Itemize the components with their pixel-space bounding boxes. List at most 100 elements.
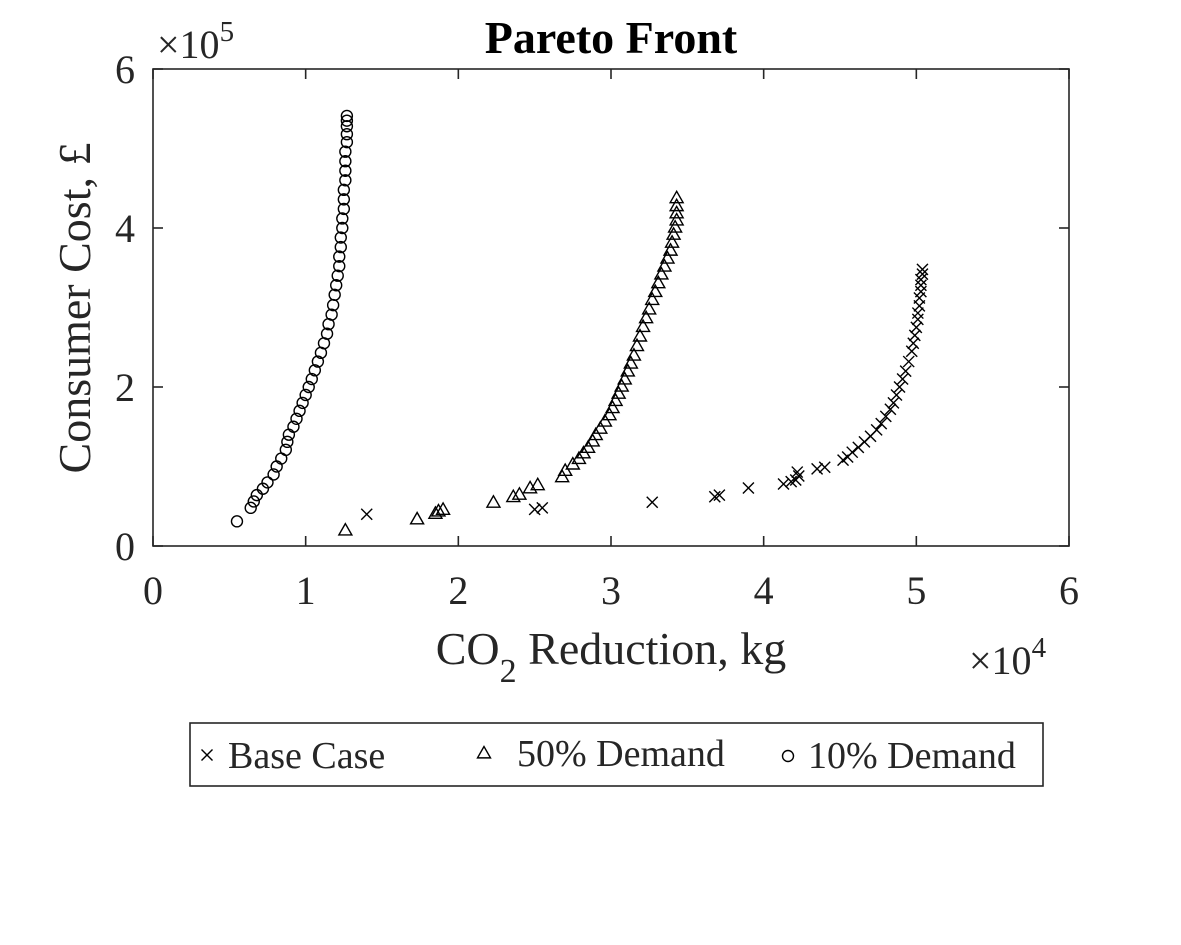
data-point <box>528 503 541 516</box>
data-point <box>336 212 349 225</box>
data-point <box>333 250 346 263</box>
data-point <box>328 288 341 301</box>
y-tick-label: 4 <box>115 206 135 251</box>
data-point <box>656 258 673 272</box>
data-point <box>290 412 303 425</box>
data-point <box>899 365 912 378</box>
legend-marker-circle <box>781 749 795 763</box>
data-point <box>668 189 685 204</box>
data-point <box>230 515 244 528</box>
legend-label-base-case: Base Case <box>228 735 385 777</box>
data-point <box>777 477 790 490</box>
y-tick-labels: 0 2 4 6 <box>115 47 135 569</box>
data-point <box>261 476 274 489</box>
data-point <box>256 482 270 495</box>
data-point <box>296 396 309 410</box>
data-point <box>708 490 721 503</box>
data-point <box>662 242 679 256</box>
series-2 <box>230 109 354 528</box>
x-tick-label: 6 <box>1059 568 1079 613</box>
axis-ticks <box>152 68 1070 547</box>
legend-marker-10-demand <box>781 749 795 763</box>
legend-marker-x <box>201 749 213 761</box>
data-point <box>409 511 425 525</box>
chart-title: Pareto Front <box>485 12 738 63</box>
data-point <box>811 462 824 475</box>
data-point <box>340 114 354 127</box>
data-point <box>610 385 627 399</box>
data-point <box>334 240 347 254</box>
data-point <box>893 381 906 393</box>
data-point <box>360 508 373 521</box>
y-axis-multiplier: ×105 <box>157 16 234 67</box>
data-point <box>911 307 924 320</box>
data-point <box>325 308 338 321</box>
data-point <box>287 420 300 433</box>
data-point <box>299 388 312 402</box>
x-tick-label: 3 <box>601 568 621 613</box>
data-point <box>337 183 351 197</box>
legend-marker-triangle <box>476 745 492 759</box>
data-point <box>293 404 306 418</box>
data-point <box>505 488 521 503</box>
data-point <box>635 318 651 333</box>
data-point <box>785 475 798 488</box>
data-point <box>896 373 909 386</box>
data-point <box>281 435 294 449</box>
data-point <box>667 219 683 233</box>
x-label-main: CO <box>436 623 500 674</box>
data-point <box>530 476 546 491</box>
y-tick-label: 6 <box>115 47 135 92</box>
data-point <box>629 337 645 352</box>
data-point <box>641 301 657 315</box>
data-point <box>902 355 915 368</box>
data-point <box>792 470 805 483</box>
data-markers <box>230 109 929 536</box>
data-point <box>592 420 609 434</box>
x-axis-multiplier: ×104 <box>969 632 1047 683</box>
data-point <box>340 109 354 123</box>
x-label-subscript: 2 <box>500 653 517 690</box>
data-point <box>626 347 642 361</box>
data-point <box>664 234 680 248</box>
data-point <box>665 226 682 240</box>
data-point <box>330 279 343 292</box>
x-tick-label: 0 <box>143 568 163 613</box>
data-point <box>713 489 726 502</box>
data-point <box>311 355 325 368</box>
data-point <box>340 135 354 149</box>
data-point <box>339 174 352 187</box>
data-point <box>337 522 354 536</box>
data-point <box>887 396 900 409</box>
data-point <box>659 250 676 264</box>
data-point <box>267 468 280 481</box>
legend-marker-base-case <box>201 749 213 761</box>
data-point <box>668 212 685 226</box>
x-axis-label: CO2 Reduction, kg <box>436 623 786 690</box>
x-multiplier-base: ×10 <box>969 638 1032 683</box>
data-point <box>791 466 804 479</box>
data-point <box>331 269 344 282</box>
data-point <box>884 403 897 416</box>
data-point <box>279 443 293 457</box>
data-point <box>613 378 630 392</box>
data-point <box>890 388 903 401</box>
data-point <box>308 364 322 377</box>
y-axis-label: Consumer Cost, £ <box>49 143 100 474</box>
data-point <box>337 202 351 216</box>
legend-label-50-demand: 50% Demand <box>517 733 725 775</box>
x-tick-label: 1 <box>296 568 316 613</box>
data-point <box>339 155 352 168</box>
x-tick-label: 4 <box>754 568 774 613</box>
data-point <box>638 309 654 324</box>
data-point <box>653 266 670 280</box>
x-tick-label: 5 <box>906 568 926 613</box>
data-point <box>333 259 346 273</box>
data-point <box>485 494 502 508</box>
data-point <box>320 327 334 340</box>
data-point <box>818 461 831 474</box>
x-multiplier-exponent: 4 <box>1032 632 1047 664</box>
legend: Base Case 50% Demand 10% Demand <box>189 722 1044 787</box>
y-multiplier-base: ×10 <box>157 22 220 67</box>
